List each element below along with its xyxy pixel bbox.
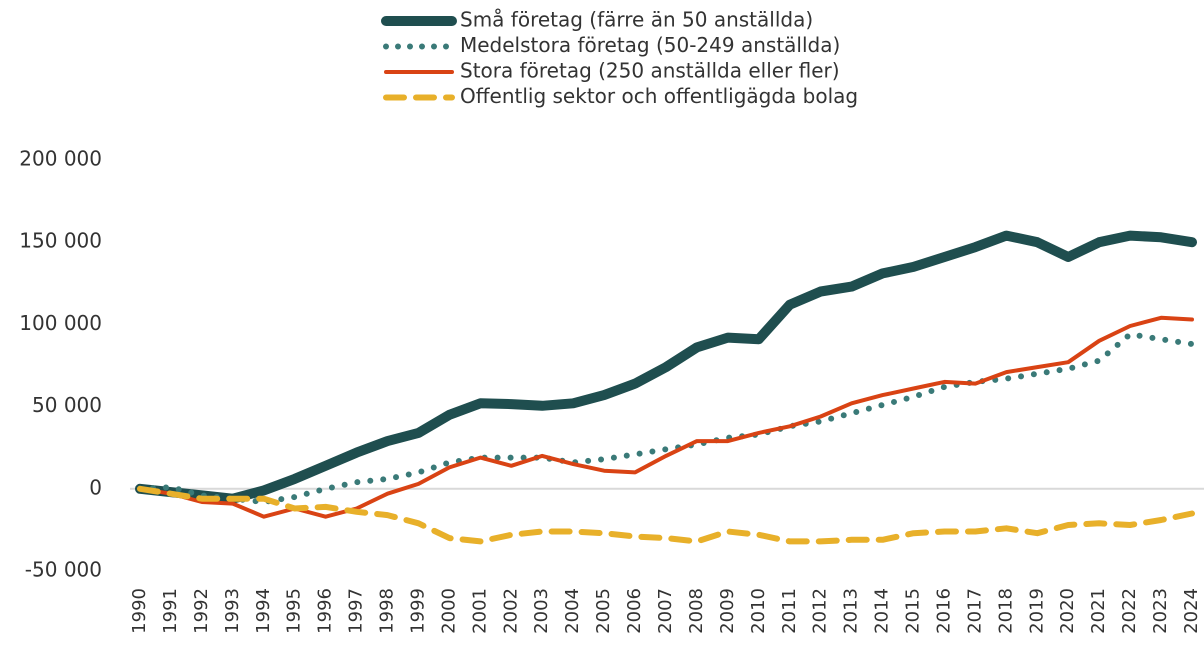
x-tick-label: 2022 xyxy=(1119,588,1140,634)
x-tick-label: 1992 xyxy=(191,588,212,634)
x-tick-label: 2024 xyxy=(1181,588,1202,634)
x-tick-label: 2008 xyxy=(686,588,707,634)
x-tick-label: 1995 xyxy=(284,588,305,634)
series-line xyxy=(135,230,1197,504)
legend-label: Medelstora företag (50-249 anställda) xyxy=(460,33,840,57)
x-tick-label: 2012 xyxy=(810,588,831,634)
x-tick-label: 1991 xyxy=(160,588,181,634)
x-tick-label: 2014 xyxy=(872,588,893,634)
x-tick-label: 2018 xyxy=(995,588,1016,634)
x-tick-label: 2023 xyxy=(1150,588,1171,634)
y-tick-label: -50 000 xyxy=(25,558,102,582)
x-tick-label: 2021 xyxy=(1088,588,1109,634)
x-tick-label: 1993 xyxy=(222,588,243,634)
x-tick-label: 2010 xyxy=(748,588,769,634)
legend-label: Små företag (färre än 50 anställda) xyxy=(460,8,813,32)
x-tick-label: 1997 xyxy=(346,588,367,634)
legend-label: Stora företag (250 anställda eller fler) xyxy=(460,59,840,83)
x-tick-label: 2019 xyxy=(1026,588,1047,634)
x-tick-label: 2020 xyxy=(1057,588,1078,634)
x-tick-label: 2009 xyxy=(717,588,738,634)
x-tick-label: 2002 xyxy=(500,588,521,634)
x-tick-label: 2013 xyxy=(841,588,862,634)
x-tick-label: 1998 xyxy=(377,588,398,634)
x-tick-label: 2000 xyxy=(438,588,459,634)
y-tick-label: 150 000 xyxy=(19,229,102,253)
y-tick-label: 100 000 xyxy=(19,311,102,335)
y-tick-label: 200 000 xyxy=(19,147,102,171)
x-tick-label: 2004 xyxy=(562,588,583,634)
series-line xyxy=(138,315,1194,519)
series-line xyxy=(137,331,1195,505)
x-tick-label: 1996 xyxy=(315,588,336,634)
x-tick-label: 2005 xyxy=(593,588,614,634)
x-tick-label: 2017 xyxy=(964,588,985,634)
x-tick-label: 2006 xyxy=(624,588,645,634)
x-tick-label: 1994 xyxy=(253,588,274,634)
x-tick-label: 2015 xyxy=(903,588,924,634)
legend-label: Offentlig sektor och offentligägda bolag xyxy=(460,84,858,108)
y-tick-label: 0 xyxy=(89,475,102,499)
x-tick-label: 2016 xyxy=(933,588,954,634)
x-tick-label: 1999 xyxy=(407,588,428,634)
y-tick-label: 50 000 xyxy=(32,393,102,417)
x-tick-label: 1990 xyxy=(129,588,150,634)
x-tick-label: 2011 xyxy=(779,588,800,634)
series-line xyxy=(137,485,1195,545)
x-tick-label: 2007 xyxy=(655,588,676,634)
x-tick-label: 2001 xyxy=(469,588,490,634)
x-tick-label: 2003 xyxy=(531,588,552,634)
